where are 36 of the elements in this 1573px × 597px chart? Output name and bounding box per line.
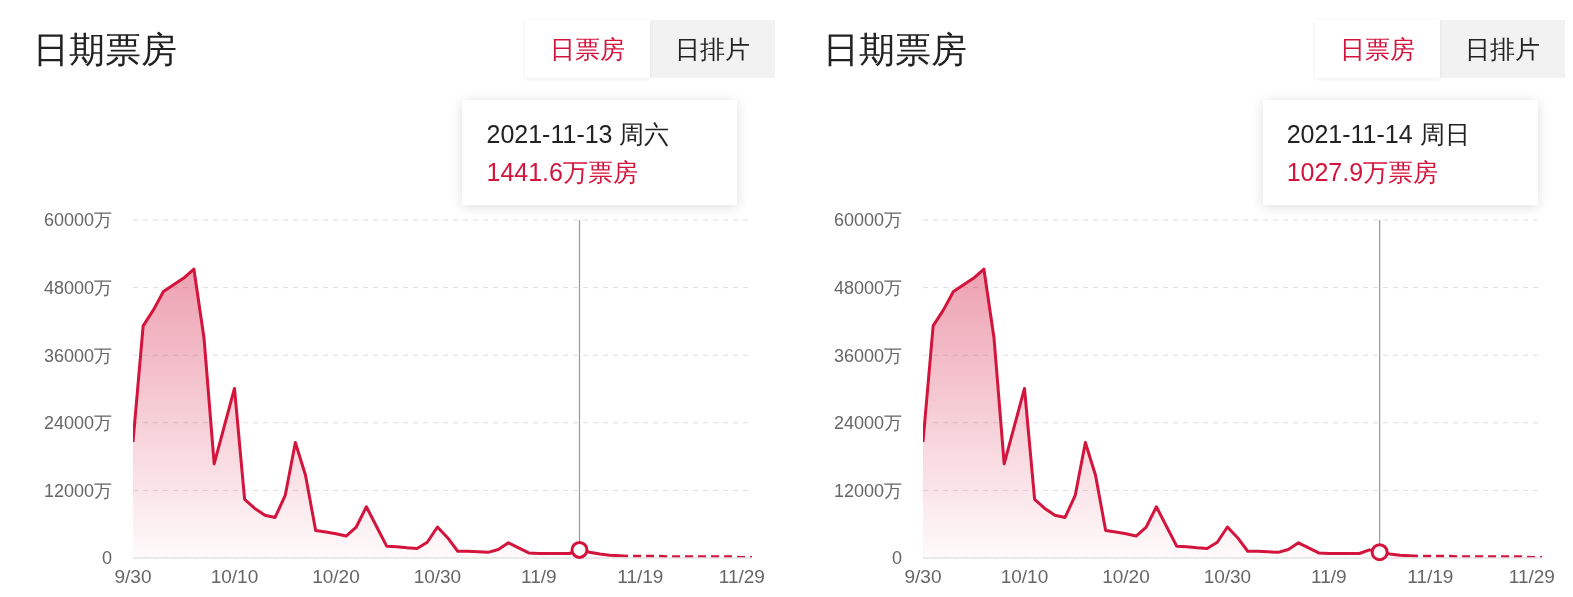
y-tick-label: 60000万 (43, 210, 112, 231)
y-tick-label: 36000万 (43, 345, 112, 366)
y-tick-label: 12000万 (43, 480, 112, 501)
x-tick-label: 10/10 (210, 566, 259, 588)
x-tick-label: 10/20 (312, 566, 360, 588)
x-tick-label: 11/19 (1407, 566, 1454, 588)
chart-title: 日期票房 (823, 29, 967, 70)
x-tick-label: 11/19 (617, 566, 664, 588)
text: 日票房 (1315, 20, 1440, 78)
x-tick-label: 11/29 (1508, 566, 1555, 588)
x-tick-label: 10/30 (1203, 566, 1252, 588)
text: 日票房 (525, 20, 650, 78)
y-tick-label: 48000万 (43, 277, 112, 298)
text: 1027.9万票房 (1286, 157, 1440, 188)
x-tick-label: 9/30 (904, 566, 942, 588)
y-tick-label: 60000万 (833, 210, 902, 231)
x-tick-label: 11/29 (718, 566, 765, 588)
text: 日排片 (1464, 33, 1541, 65)
x-tick-label: 9/30 (114, 566, 152, 588)
x-tick-label: 10/10 (1000, 566, 1049, 588)
x-tick-label: 11/9 (521, 566, 557, 588)
chart-title: 日期票房 (33, 29, 177, 70)
y-tick-label: 24000万 (43, 413, 112, 434)
y-tick-label: 48000万 (833, 277, 902, 298)
text: 2021-11-13 周六 (486, 119, 671, 150)
y-tick-label: 0 (891, 548, 902, 569)
x-tick-label: 10/20 (1102, 566, 1150, 588)
text: 2021-11-14 周日 (1286, 119, 1471, 150)
x-tick-label: 11/9 (1311, 566, 1347, 588)
y-tick-label: 12000万 (833, 480, 902, 501)
text: 1441.6万票房 (486, 157, 639, 188)
y-tick-label: 36000万 (833, 345, 902, 366)
y-tick-label: 24000万 (833, 413, 902, 434)
y-tick-label: 0 (101, 548, 112, 569)
x-tick-label: 10/30 (413, 566, 462, 588)
text: 日排片 (674, 33, 751, 65)
